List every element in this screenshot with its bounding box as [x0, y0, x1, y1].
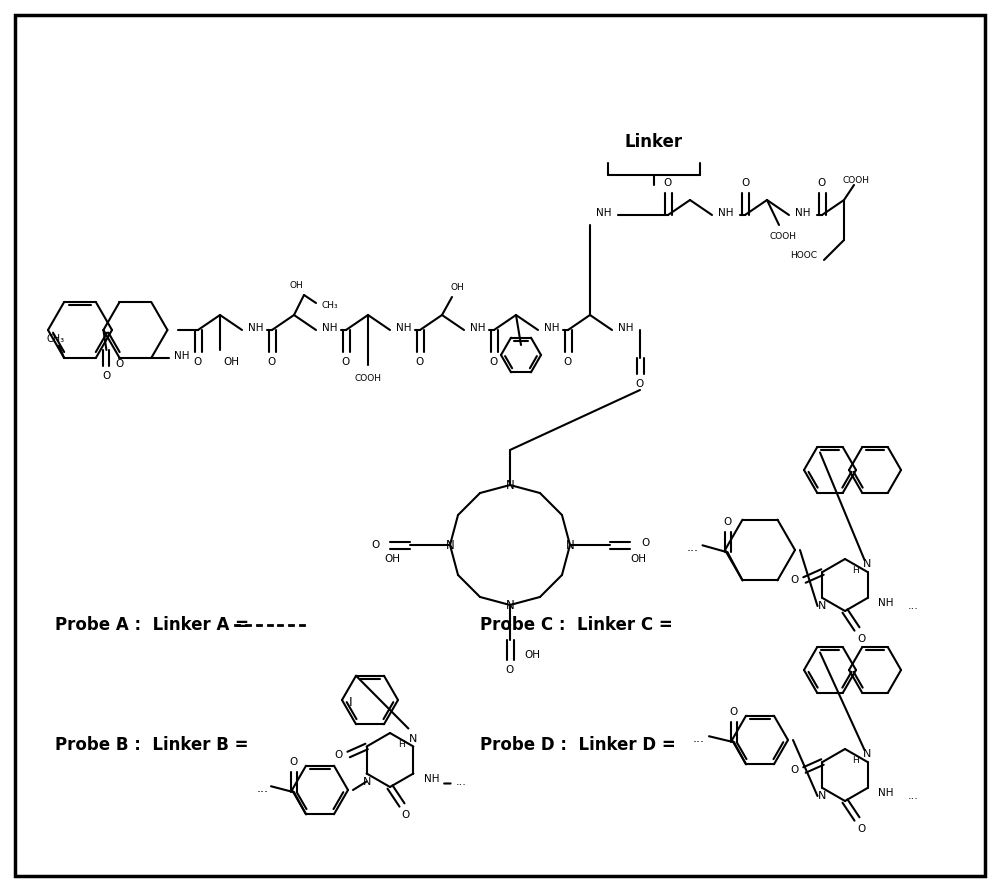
Text: Linker: Linker: [625, 133, 683, 151]
Text: N: N: [362, 776, 371, 787]
Text: O: O: [371, 540, 379, 550]
Text: NH: NH: [795, 208, 811, 218]
Text: O: O: [741, 178, 749, 188]
Text: N: N: [409, 733, 418, 743]
Text: H: H: [852, 566, 859, 575]
Text: O: O: [334, 749, 343, 759]
Text: NH: NH: [718, 208, 734, 218]
Text: NH: NH: [470, 323, 486, 333]
Text: O: O: [636, 379, 644, 389]
Text: ...: ...: [908, 601, 919, 611]
Text: COOH: COOH: [842, 176, 870, 184]
Text: N: N: [863, 559, 872, 569]
Text: Probe D :  Linker D =: Probe D : Linker D =: [480, 736, 676, 754]
Text: COOH: COOH: [354, 373, 382, 382]
Text: O: O: [857, 634, 865, 644]
Text: O: O: [342, 357, 350, 367]
Text: O: O: [857, 824, 865, 834]
Text: O: O: [790, 575, 799, 585]
Text: O: O: [506, 665, 514, 675]
Text: N: N: [818, 791, 827, 801]
Text: CH₃: CH₃: [47, 334, 65, 344]
Text: O: O: [102, 371, 111, 381]
Text: NH: NH: [248, 323, 264, 333]
Text: I: I: [349, 696, 353, 709]
Text: Probe B :  Linker B =: Probe B : Linker B =: [55, 736, 248, 754]
Text: N: N: [818, 601, 827, 611]
Text: NH: NH: [878, 788, 893, 798]
Text: OH: OH: [630, 554, 646, 564]
Text: NH: NH: [544, 323, 560, 333]
Text: H: H: [852, 756, 859, 764]
Text: CH₃: CH₃: [322, 300, 339, 309]
Text: OH: OH: [223, 357, 239, 367]
Text: O: O: [290, 757, 298, 767]
Text: O: O: [818, 178, 826, 188]
Text: ...: ...: [908, 791, 919, 801]
Text: OH: OH: [450, 282, 464, 291]
Text: Probe A :  Linker A =: Probe A : Linker A =: [55, 616, 249, 634]
Text: N: N: [863, 749, 872, 759]
Text: NH: NH: [424, 773, 439, 783]
Text: Probe C :  Linker C =: Probe C : Linker C =: [480, 616, 673, 634]
Text: OH: OH: [524, 650, 540, 660]
Text: NH: NH: [596, 208, 612, 218]
Text: ...: ...: [257, 781, 269, 795]
Text: N: N: [446, 538, 454, 552]
Text: N: N: [506, 478, 514, 492]
Text: COOH: COOH: [770, 232, 796, 241]
Text: N: N: [506, 599, 514, 611]
Text: NH: NH: [878, 598, 893, 608]
Text: OH: OH: [289, 281, 303, 290]
Text: O: O: [115, 359, 124, 369]
Text: OH: OH: [384, 554, 400, 564]
Text: O: O: [402, 810, 410, 820]
Text: H: H: [398, 740, 405, 749]
Text: NH: NH: [618, 323, 634, 333]
Text: HOOC: HOOC: [790, 250, 818, 259]
Text: NH: NH: [322, 323, 338, 333]
Text: O: O: [416, 357, 424, 367]
Text: O: O: [730, 707, 738, 717]
Text: O: O: [268, 357, 276, 367]
Text: O: O: [664, 178, 672, 188]
Text: O: O: [490, 357, 498, 367]
Text: O: O: [723, 518, 732, 527]
Text: ...: ...: [693, 732, 705, 745]
Text: N: N: [566, 538, 574, 552]
Text: O: O: [194, 357, 202, 367]
Text: O: O: [641, 538, 649, 548]
Text: ...: ...: [456, 776, 467, 787]
Text: NH: NH: [174, 351, 189, 361]
Text: NH: NH: [396, 323, 412, 333]
Text: O: O: [564, 357, 572, 367]
Text: ...: ...: [686, 541, 698, 554]
Text: O: O: [790, 765, 799, 775]
